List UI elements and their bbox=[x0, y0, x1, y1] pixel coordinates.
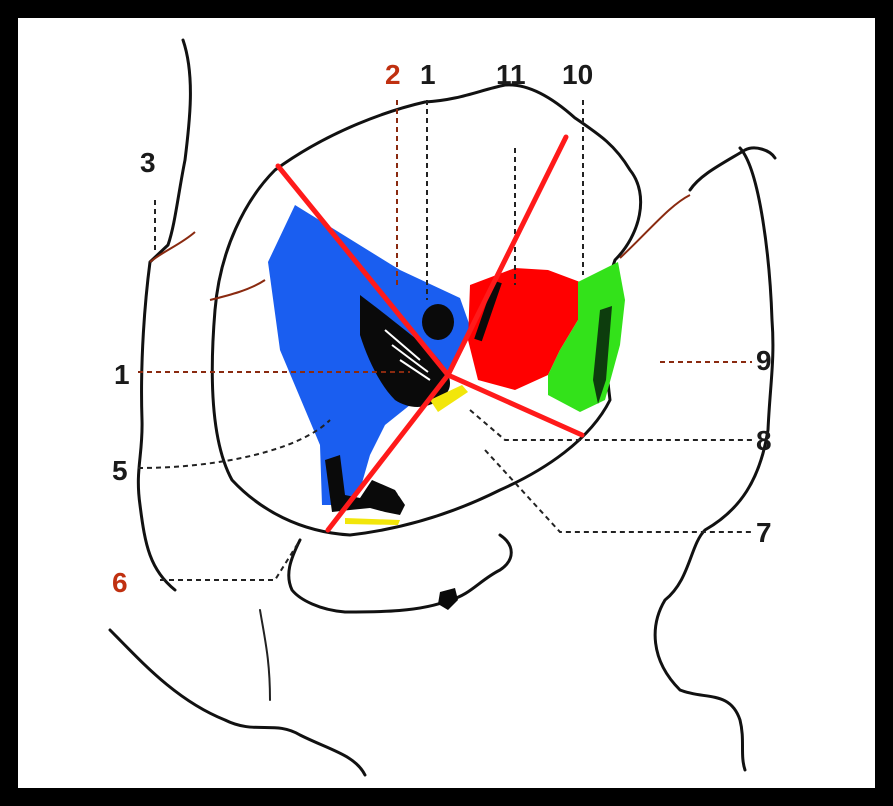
leader-line-8 bbox=[469, 409, 752, 441]
label-5: 5 bbox=[112, 455, 128, 486]
white-lower-tract bbox=[395, 478, 432, 506]
white-texture bbox=[384, 329, 431, 381]
section-outline bbox=[210, 83, 643, 537]
small-fragment bbox=[438, 588, 458, 610]
leader-line-6 bbox=[160, 539, 301, 581]
red-overlay-lines bbox=[275, 134, 585, 533]
label-2: 2 bbox=[385, 59, 401, 90]
label-3: 3 bbox=[140, 147, 156, 178]
inner-membrane-right bbox=[619, 194, 691, 259]
yellow-bottom-strip bbox=[345, 518, 400, 525]
yellow-fragment bbox=[430, 385, 468, 412]
black-round-nucleus bbox=[422, 304, 454, 340]
bottom-middle-outline bbox=[287, 533, 513, 614]
inner-membrane-left bbox=[209, 279, 266, 301]
bottom-left-outline bbox=[108, 628, 367, 777]
label-1-left: 1 bbox=[114, 359, 130, 390]
red-line-lower-right bbox=[445, 372, 585, 438]
label-10: 10 bbox=[562, 59, 593, 90]
label-9: 9 bbox=[756, 345, 772, 376]
leader-line-5 bbox=[137, 419, 331, 469]
bottom-fold-outline bbox=[259, 609, 271, 701]
dark-green-strip bbox=[593, 306, 612, 404]
left-outer-membrane bbox=[149, 231, 196, 263]
label-8: 8 bbox=[756, 425, 772, 456]
left-boundary-outline bbox=[136, 38, 192, 592]
label-1-top: 1 bbox=[420, 59, 436, 90]
black-short-bar bbox=[474, 280, 502, 342]
red-line-upper-right bbox=[445, 134, 569, 378]
right-boundary-outline bbox=[653, 146, 775, 772]
red-line-lower-left bbox=[325, 372, 451, 533]
label-11: 11 bbox=[496, 59, 526, 90]
right-inner-outline bbox=[688, 146, 777, 192]
leader-line-7 bbox=[484, 449, 752, 533]
black-lower-tract bbox=[325, 455, 405, 515]
red-line-upper-left bbox=[275, 163, 451, 378]
label-7: 7 bbox=[756, 517, 772, 548]
label-6: 6 bbox=[112, 567, 128, 598]
